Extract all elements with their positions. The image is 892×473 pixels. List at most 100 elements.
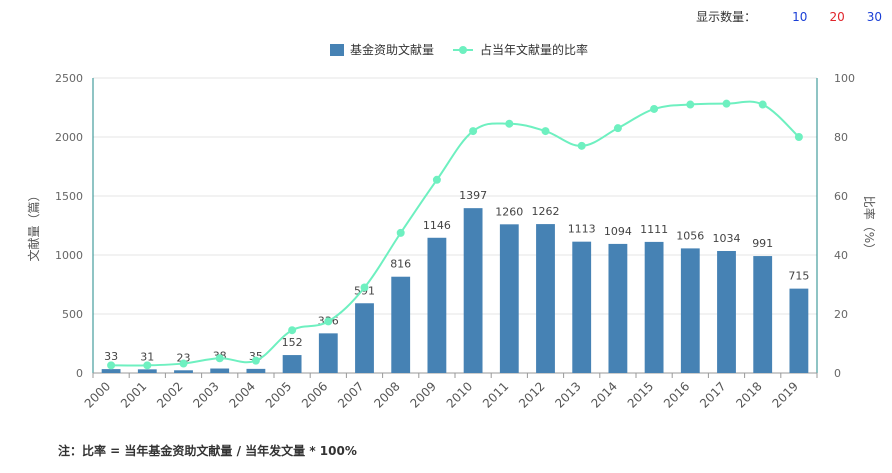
bar-value-label: 33 — [104, 350, 118, 363]
ratio-point — [650, 104, 659, 113]
bar-value-label: 991 — [752, 237, 773, 250]
bar — [246, 368, 266, 373]
bar — [101, 369, 121, 373]
bar-value-label: 1146 — [423, 219, 451, 232]
x-tick-label: 2006 — [299, 379, 330, 410]
bar — [717, 250, 736, 373]
ratio-point — [577, 141, 586, 150]
x-tick-label: 2010 — [444, 379, 475, 410]
bar — [137, 369, 157, 373]
x-tick-label: 2009 — [408, 379, 439, 410]
legend-label-line: 占当年文献量的比率 — [480, 42, 588, 57]
bar — [608, 243, 628, 373]
y-right-tick-label: 20 — [834, 308, 848, 321]
ratio-point — [360, 283, 369, 292]
y-right-tick-label: 100 — [834, 72, 855, 85]
bar — [536, 224, 555, 373]
x-tick-label: 2011 — [480, 379, 511, 410]
bar — [680, 248, 700, 373]
ratio-line — [111, 100, 800, 367]
y-right-tick-label: 0 — [834, 367, 841, 380]
x-tick-label: 2007 — [335, 379, 366, 410]
y-right-axis-title: 比率（%） — [862, 196, 877, 255]
display-count-label: 显示数量： — [696, 10, 757, 24]
x-tick-label: 2012 — [516, 379, 547, 410]
y-right-tick-label: 40 — [834, 249, 848, 262]
x-tick-label: 2016 — [661, 379, 692, 410]
ratio-point — [324, 317, 333, 326]
x-tick-label: 2017 — [697, 379, 728, 410]
bar — [789, 288, 809, 373]
bar-value-label: 1262 — [532, 205, 560, 218]
bar-value-label: 1034 — [713, 232, 741, 245]
ratio-point — [469, 127, 478, 136]
x-tick-label: 2004 — [227, 379, 258, 410]
legend-swatch-point — [459, 46, 467, 54]
display-count-20[interactable]: 20 — [829, 9, 845, 24]
ratio-point — [758, 100, 767, 109]
chart-note: 注：比率 = 当年基金资助文献量 / 当年发文量 * 100% — [58, 444, 357, 458]
y-left-tick-label: 500 — [62, 308, 83, 321]
ratio-point — [613, 124, 622, 133]
bar — [499, 224, 519, 373]
bar-value-label: 31 — [140, 350, 154, 363]
bar-value-label: 152 — [282, 336, 303, 349]
display-count-10[interactable]: 10 — [792, 9, 808, 24]
x-tick-label: 2008 — [371, 379, 402, 410]
ratio-point — [541, 127, 550, 136]
bar-value-label: 1397 — [459, 189, 487, 202]
x-tick-label: 2000 — [82, 379, 113, 410]
bar-value-label: 816 — [390, 258, 411, 271]
bar — [463, 208, 483, 373]
display-count-controls: 显示数量： 10 20 30 — [696, 8, 882, 25]
legend-label-bars: 基金资助文献量 — [350, 42, 434, 57]
display-count-30[interactable]: 30 — [866, 9, 882, 24]
ratio-point — [143, 361, 152, 370]
ratio-point — [288, 326, 297, 335]
bar — [282, 355, 302, 373]
y-right-tick-label: 60 — [834, 190, 848, 203]
x-tick-label: 2001 — [118, 379, 149, 410]
x-tick-label: 2018 — [733, 379, 764, 410]
ratio-point — [722, 99, 731, 108]
bar-value-label: 1094 — [604, 225, 632, 238]
bar — [644, 241, 664, 373]
bar-value-label: 715 — [788, 270, 809, 283]
x-tick-label: 2003 — [190, 379, 221, 410]
bar-value-label: 1260 — [495, 205, 523, 218]
bar — [753, 256, 773, 373]
ratio-point — [432, 175, 441, 184]
x-tick-label: 2019 — [770, 379, 801, 410]
ratio-point — [505, 119, 514, 128]
y-left-tick-label: 2000 — [55, 131, 83, 144]
bar-value-label: 23 — [177, 351, 191, 364]
ratio-point — [179, 359, 188, 368]
x-tick-label: 2002 — [154, 379, 185, 410]
bar — [572, 241, 592, 373]
x-tick-label: 2005 — [263, 379, 294, 410]
y-left-axis-title: 文献量（篇） — [26, 189, 41, 261]
y-left-tick-label: 0 — [76, 367, 83, 380]
bar — [391, 276, 411, 373]
bar — [174, 370, 193, 373]
x-tick-label: 2014 — [589, 379, 620, 410]
y-left-tick-label: 1000 — [55, 249, 83, 262]
x-tick-label: 2015 — [625, 379, 656, 410]
bar — [427, 237, 447, 373]
ratio-point — [251, 356, 260, 365]
bar-value-label: 1111 — [640, 223, 668, 236]
x-tick-label: 2013 — [552, 379, 583, 410]
ratio-point — [215, 354, 224, 363]
ratio-point — [107, 361, 116, 370]
bar — [355, 303, 374, 373]
ratio-point — [686, 100, 695, 109]
legend-swatch-bars — [330, 44, 344, 56]
bar — [210, 368, 230, 373]
ratio-point — [396, 228, 405, 237]
bar — [318, 333, 338, 373]
bar-value-label: 1056 — [676, 229, 704, 242]
y-left-tick-label: 1500 — [55, 190, 83, 203]
y-left-tick-label: 2500 — [55, 72, 83, 85]
bar-value-label: 1113 — [568, 223, 596, 236]
